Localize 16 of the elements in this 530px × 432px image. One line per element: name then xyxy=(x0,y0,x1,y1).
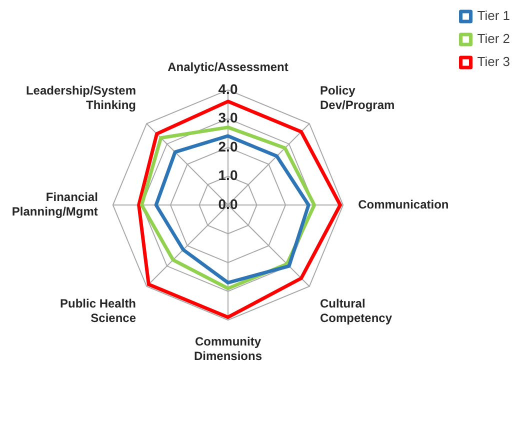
y-tick-label: 0.0 xyxy=(218,196,238,212)
spoke-label: Analytic/Assessment xyxy=(168,60,288,74)
spoke-label: Cultural Competency xyxy=(320,296,392,325)
spoke-label: Leadership/System Thinking xyxy=(26,84,136,112)
y-tick-label: 1.0 xyxy=(218,167,238,184)
spoke-label: Communication xyxy=(358,197,449,212)
spoke-label: Public Health Science xyxy=(60,296,136,325)
y-tick-label: 3.0 xyxy=(218,110,238,126)
y-tick-label: 2.0 xyxy=(218,138,238,154)
legend-label: Tier 1 xyxy=(477,8,510,24)
y-tick-label: 4.0 xyxy=(218,80,238,97)
spoke-label: Policy Dev/Program xyxy=(320,84,395,112)
spoke-label: Community Dimensions xyxy=(194,334,262,363)
spoke-label: Financial Planning/Mgmt xyxy=(12,190,98,219)
legend-label: Tier 2 xyxy=(477,31,510,46)
legend-label: Tier 3 xyxy=(477,54,510,70)
